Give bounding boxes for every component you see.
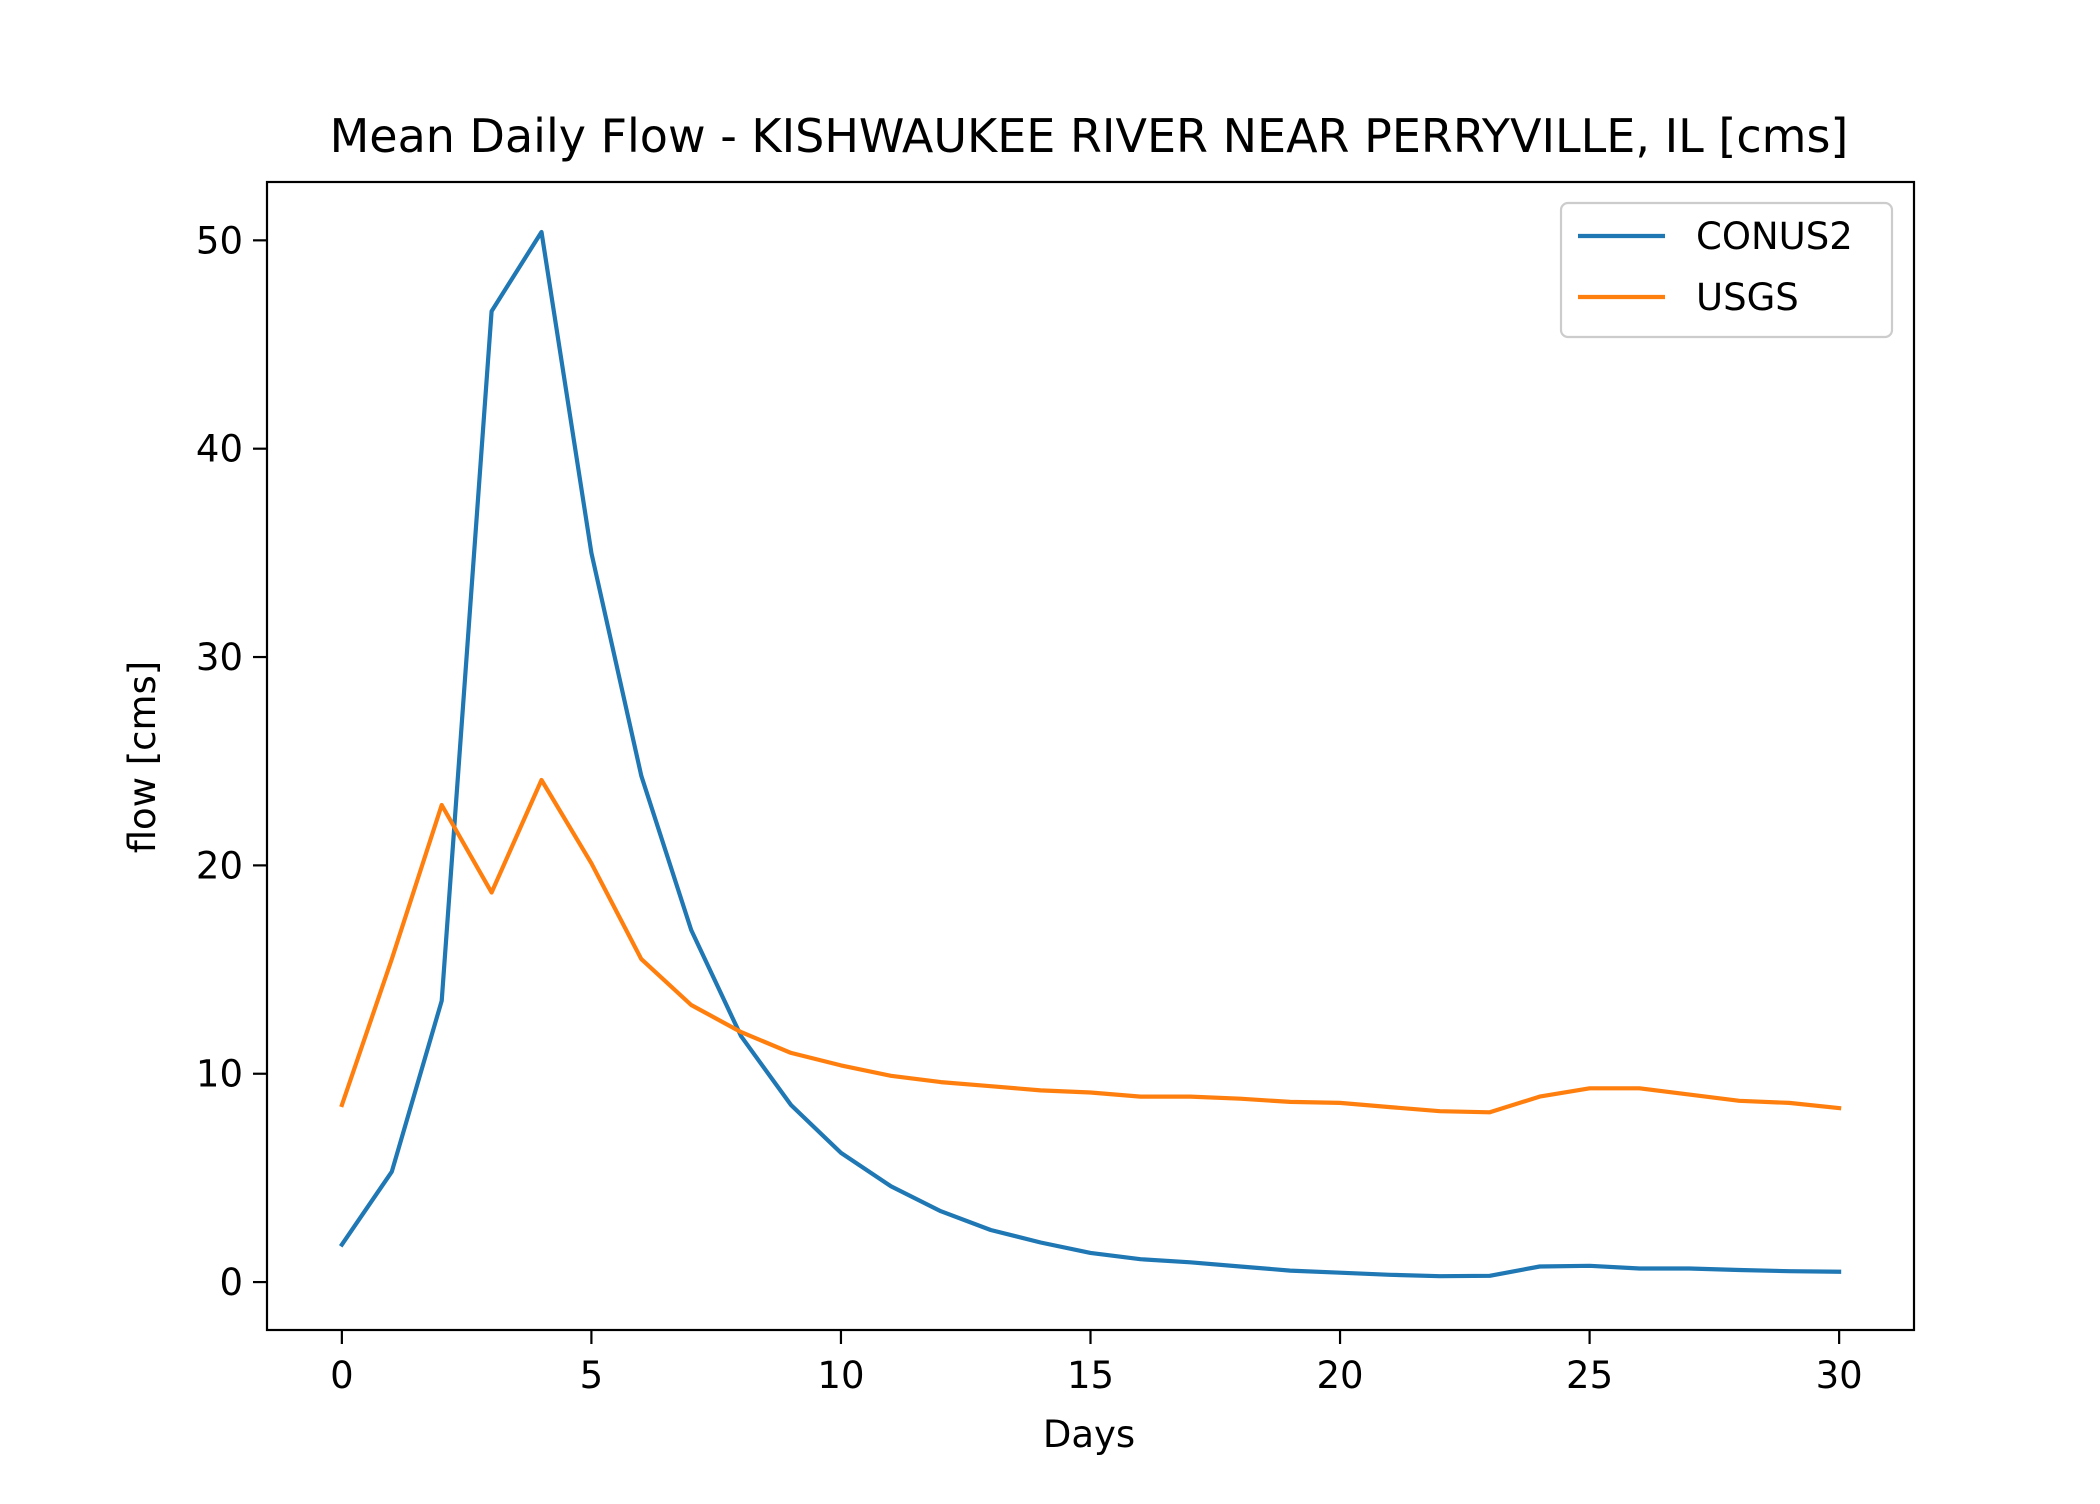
x-tick-label: 10 — [817, 1354, 864, 1397]
series-line-conus2 — [338, 229, 1842, 1279]
y-tick-label: 10 — [196, 1053, 243, 1096]
y-tick-label: 30 — [196, 636, 243, 679]
y-tick-label: 40 — [196, 428, 243, 471]
y-tick-label: 20 — [196, 844, 243, 887]
x-tick-label: 5 — [580, 1354, 604, 1397]
y-axis-label: flow [cms] — [121, 661, 164, 854]
x-tick-label: 20 — [1316, 1354, 1363, 1397]
legend-label-usgs: USGS — [1696, 276, 1799, 319]
x-tick-label: 15 — [1067, 1354, 1114, 1397]
y-tick-label: 0 — [219, 1261, 243, 1304]
x-tick-label: 25 — [1566, 1354, 1613, 1397]
y-tick-label: 50 — [196, 219, 243, 262]
x-axis-label: Days — [1043, 1413, 1135, 1456]
x-tick-label: 0 — [330, 1354, 354, 1397]
plot-area: 0 5 10 15 20 25 30 0 10 20 30 40 50 CONUS2 USGS — [196, 180, 1916, 1397]
chart-title: Mean Daily Flow - KISHWAUKEE RIVER NEAR … — [330, 109, 1849, 163]
series-line-usgs — [339, 777, 1842, 1115]
legend-label-conus2: CONUS2 — [1696, 215, 1853, 258]
legend: CONUS2 USGS — [1559, 201, 1894, 339]
x-tick-label: 30 — [1816, 1354, 1863, 1397]
